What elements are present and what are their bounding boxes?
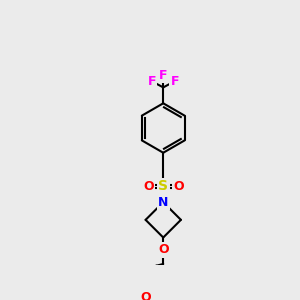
- Text: O: O: [158, 243, 169, 256]
- Text: S: S: [158, 179, 168, 193]
- Text: F: F: [159, 68, 167, 82]
- Text: F: F: [148, 75, 156, 88]
- Text: F: F: [170, 75, 179, 88]
- Text: N: N: [158, 196, 168, 209]
- Text: O: O: [140, 291, 151, 300]
- Text: O: O: [143, 180, 154, 193]
- Text: O: O: [173, 180, 184, 193]
